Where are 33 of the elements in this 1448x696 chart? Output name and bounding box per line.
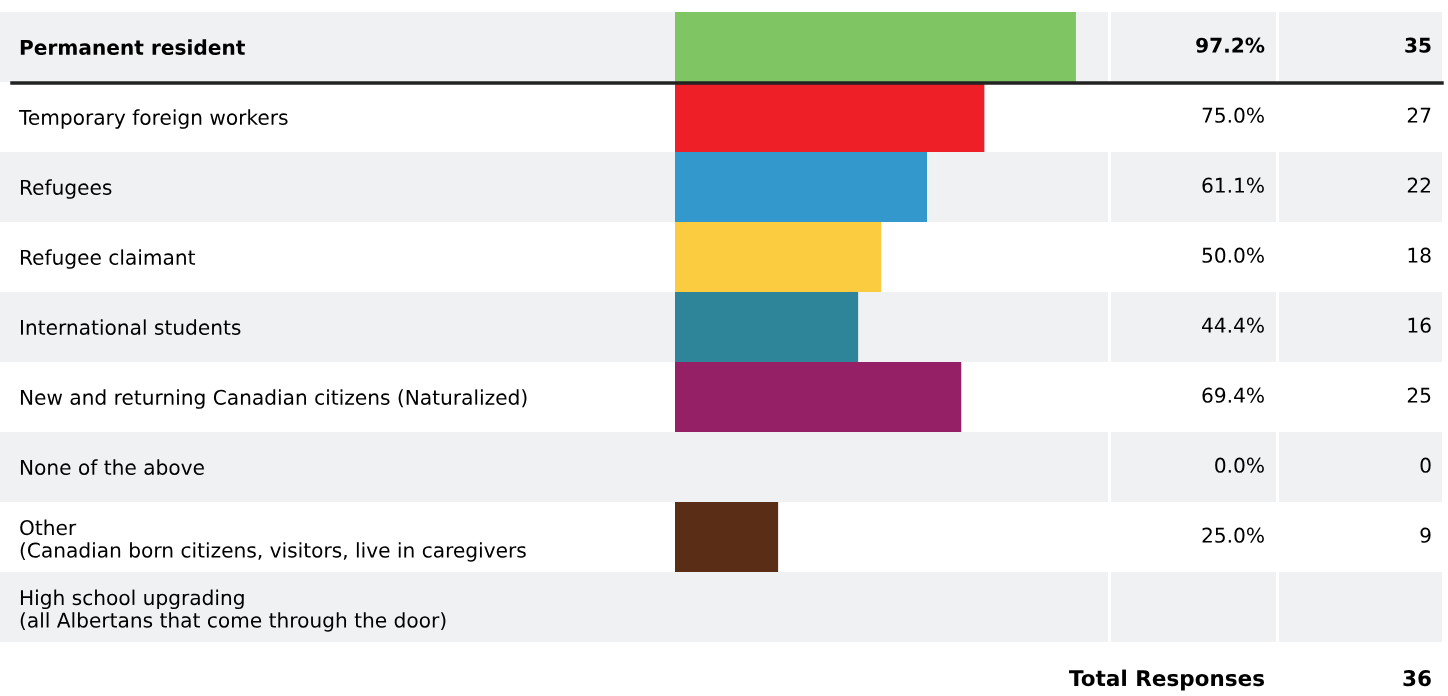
- data-label: 61.1%: [1202, 177, 1264, 193]
- bar: [675, 292, 859, 362]
- text: 35: [1405, 37, 1431, 53]
- data-label: 69.4%: [1202, 387, 1264, 403]
- text: 0: [1420, 457, 1431, 473]
- y-tick-label: Permanent resident: [20, 39, 245, 55]
- text: 18: [1408, 247, 1431, 263]
- text: 25: [1407, 387, 1431, 403]
- y-tick-label: New and returning Canadian citizens (Naturalized): [20, 389, 527, 409]
- data-label: 0.0%: [1215, 457, 1264, 473]
- text: 36: [1403, 669, 1431, 687]
- data-label: 97.2%: [1196, 37, 1265, 53]
- bar: [675, 82, 985, 152]
- text: 22: [1407, 177, 1430, 193]
- y-tick-label: None of the above: [20, 459, 204, 475]
- y-tick-label: Temporary foreign workers: [18, 109, 288, 129]
- text: 27: [1407, 107, 1431, 123]
- data-label: 50.0%: [1202, 247, 1264, 263]
- bar: [675, 502, 779, 572]
- data-label: 25.0%: [1202, 527, 1264, 543]
- bar: [675, 222, 882, 292]
- y-tick-label: International students: [20, 319, 241, 335]
- y-tick-label: High school upgrading (all Albertans that come through the door): [20, 589, 446, 632]
- text: 9: [1420, 527, 1431, 543]
- text: Total Responses: [1069, 669, 1264, 691]
- data-label: 75.0%: [1202, 107, 1264, 123]
- y-tick-label: Refugee claimant: [20, 249, 196, 269]
- text: 16: [1408, 317, 1431, 333]
- y-tick-label: Refugees: [20, 179, 112, 199]
- bar: [675, 362, 962, 432]
- data-label: 44.4%: [1202, 317, 1264, 333]
- bar: [675, 152, 928, 222]
- y-tick-label: Other (Canadian born citizens, visitors, live in caregivers: [20, 519, 526, 562]
